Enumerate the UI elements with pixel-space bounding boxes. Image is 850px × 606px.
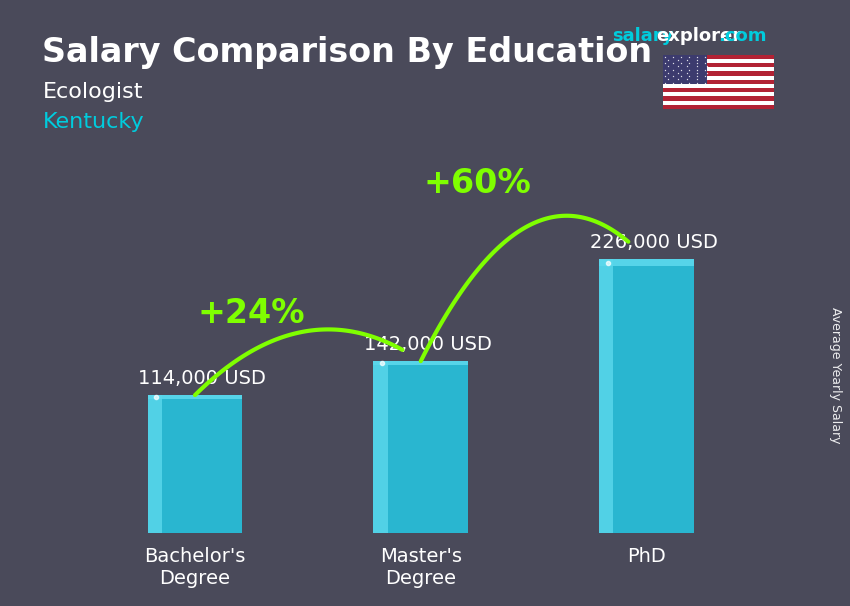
Bar <box>663 101 774 105</box>
Text: .com: .com <box>718 27 767 45</box>
Text: 114,000 USD: 114,000 USD <box>138 369 266 388</box>
Bar <box>373 361 388 533</box>
Text: 226,000 USD: 226,000 USD <box>590 233 717 252</box>
Bar <box>663 84 774 88</box>
Text: +60%: +60% <box>423 167 531 200</box>
Text: Average Yearly Salary: Average Yearly Salary <box>829 307 842 444</box>
Text: Kentucky: Kentucky <box>42 112 144 132</box>
Bar <box>373 361 468 365</box>
Text: Ecologist: Ecologist <box>42 82 143 102</box>
Bar <box>663 55 774 59</box>
Bar <box>663 76 774 80</box>
Bar <box>663 92 774 96</box>
Bar <box>663 80 774 84</box>
Bar <box>663 55 707 84</box>
Bar <box>663 96 774 101</box>
Bar <box>663 67 774 72</box>
Bar <box>663 105 774 109</box>
Text: +24%: +24% <box>198 297 305 330</box>
Bar <box>599 259 694 533</box>
Text: explorer: explorer <box>656 27 741 45</box>
Bar <box>663 59 774 63</box>
Bar <box>599 259 614 533</box>
Bar <box>148 395 242 533</box>
Bar <box>148 395 242 399</box>
Text: salary: salary <box>612 27 673 45</box>
Text: Salary Comparison By Education: Salary Comparison By Education <box>42 36 653 69</box>
Bar <box>373 361 468 533</box>
Bar <box>148 395 162 533</box>
Bar <box>663 88 774 92</box>
Text: 142,000 USD: 142,000 USD <box>364 335 492 354</box>
Bar <box>663 72 774 76</box>
Bar <box>599 259 694 266</box>
Bar <box>663 63 774 67</box>
